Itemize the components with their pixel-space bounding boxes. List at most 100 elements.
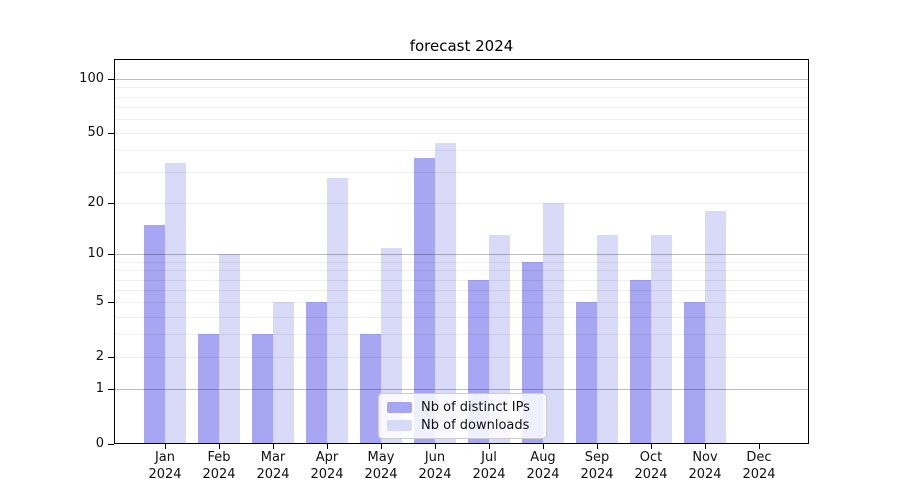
- x-tick-label-line: Jun: [424, 450, 446, 465]
- bar-downloads: [327, 177, 348, 444]
- y-tick: [108, 133, 114, 135]
- x-tick-label-line: Aug: [530, 450, 556, 465]
- x-tick: [759, 444, 760, 449]
- chart-title: forecast 2024: [409, 37, 514, 55]
- bar-distinct-ips: [306, 302, 327, 444]
- bar-downloads: [219, 254, 240, 444]
- legend-label-distinct-ips: Nb of distinct IPs: [421, 399, 530, 415]
- y-tick: [108, 302, 114, 304]
- plot-area: 0 1 2 5 10 20 50 100 Jan 2024 Feb 2024 Mar 2024 Apr 202…: [79, 59, 809, 482]
- bar-distinct-ips: [252, 334, 273, 444]
- legend-item-distinct-ips: Nb of distinct IPs: [387, 399, 537, 415]
- y-tick-label: 20: [87, 194, 104, 210]
- y-tick-label: 0: [95, 435, 104, 451]
- x-tick-label-line: 2024: [202, 466, 236, 482]
- x-tick-label-line: Jul: [481, 450, 497, 465]
- x-tick-label-line: 2024: [418, 466, 452, 482]
- legend: Nb of distinct IPs Nb of downloads: [378, 393, 547, 439]
- bar-distinct-ips: [414, 158, 435, 444]
- x-tick: [489, 444, 490, 449]
- x-tick-label: Aug 2024: [503, 450, 583, 483]
- gridline-major: [114, 254, 809, 256]
- x-tick-label-line: Apr: [315, 450, 339, 465]
- x-tick-label-line: Jan: [154, 450, 176, 465]
- x-tick-label-line: Dec: [746, 450, 772, 465]
- x-tick: [435, 444, 436, 449]
- x-tick-label: Feb 2024: [179, 450, 259, 483]
- x-tick-label-line: 2024: [364, 466, 398, 482]
- x-tick-label-line: May: [367, 450, 395, 465]
- bar-downloads: [273, 302, 294, 444]
- gridline-minor: [114, 150, 809, 152]
- x-tick: [327, 444, 328, 449]
- axes-layer: 0 1 2 5 10 20 50 100 Jan 2024 Feb 2024 Mar 2024 Apr 202…: [79, 59, 809, 482]
- gridline-minor: [114, 261, 809, 263]
- gridline-minor: [114, 290, 809, 292]
- y-tick: [108, 254, 114, 256]
- x-tick-label: Jun 2024: [395, 450, 475, 483]
- bar-downloads: [435, 143, 456, 444]
- x-tick-label: Jul 2024: [449, 450, 529, 483]
- x-tick-label-line: 2024: [256, 466, 290, 482]
- grid-layer: [114, 59, 809, 444]
- x-tick-label-line: 2024: [148, 466, 182, 482]
- legend-item-downloads: Nb of downloads: [387, 417, 537, 433]
- bar-distinct-ips: [360, 334, 381, 444]
- y-tick-label: 100: [79, 70, 104, 86]
- x-tick-label-line: 2024: [742, 466, 776, 482]
- bar-downloads: [165, 162, 186, 444]
- bar-downloads: [705, 211, 726, 444]
- x-tick: [705, 444, 706, 449]
- bar-downloads: [651, 235, 672, 444]
- y-tick-label: 2: [95, 348, 104, 364]
- x-tick-label-line: 2024: [310, 466, 344, 482]
- x-tick: [219, 444, 220, 449]
- x-tick: [381, 444, 382, 449]
- bar-downloads: [489, 235, 510, 444]
- bar-distinct-ips: [684, 302, 705, 444]
- bar-distinct-ips: [198, 334, 219, 444]
- gridline-minor: [114, 96, 809, 98]
- x-tick-label-line: Sep: [584, 450, 610, 465]
- gridline-minor: [114, 270, 809, 272]
- x-tick-label: Nov 2024: [665, 450, 745, 483]
- bar-distinct-ips: [144, 224, 165, 444]
- legend-swatch-distinct-ips: [387, 401, 412, 413]
- x-tick: [273, 444, 274, 449]
- y-tick: [108, 357, 114, 359]
- x-tick-label: Mar 2024: [233, 450, 313, 483]
- x-tick-label-line: 2024: [688, 466, 722, 482]
- x-tick-label: Sep 2024: [557, 450, 637, 483]
- x-tick-label-line: 2024: [634, 466, 668, 482]
- bar-distinct-ips: [630, 279, 651, 444]
- gridline-major: [114, 79, 809, 80]
- bar-downloads: [597, 235, 618, 444]
- y-tick: [108, 389, 114, 391]
- gridline-minor: [114, 334, 809, 336]
- gridline-minor: [114, 172, 809, 174]
- x-tick-label-line: 2024: [472, 466, 506, 482]
- x-tick-label-line: Nov: [692, 450, 718, 465]
- x-tick: [597, 444, 598, 449]
- gridline-minor: [114, 118, 809, 120]
- x-tick-label: Dec 2024: [719, 450, 799, 483]
- x-tick-label-line: Oct: [639, 450, 663, 465]
- x-tick: [651, 444, 652, 449]
- y-tick-label: 1: [95, 380, 104, 396]
- x-tick-label-line: Feb: [207, 450, 231, 465]
- gridline-minor: [114, 316, 809, 318]
- x-tick-label-line: 2024: [526, 466, 560, 482]
- gridline-minor: [114, 203, 809, 205]
- gridline-minor: [114, 133, 809, 135]
- bar-downloads: [543, 203, 564, 444]
- gridline-minor: [114, 302, 809, 304]
- gridline-major: [114, 389, 809, 391]
- x-tick-label-line: 2024: [580, 466, 614, 482]
- x-tick: [165, 444, 166, 449]
- y-tick: [108, 203, 114, 205]
- y-tick-label: 50: [87, 124, 104, 140]
- x-tick-label: May 2024: [341, 450, 421, 483]
- gridline-minor: [114, 279, 809, 281]
- y-tick-label: 5: [95, 293, 104, 309]
